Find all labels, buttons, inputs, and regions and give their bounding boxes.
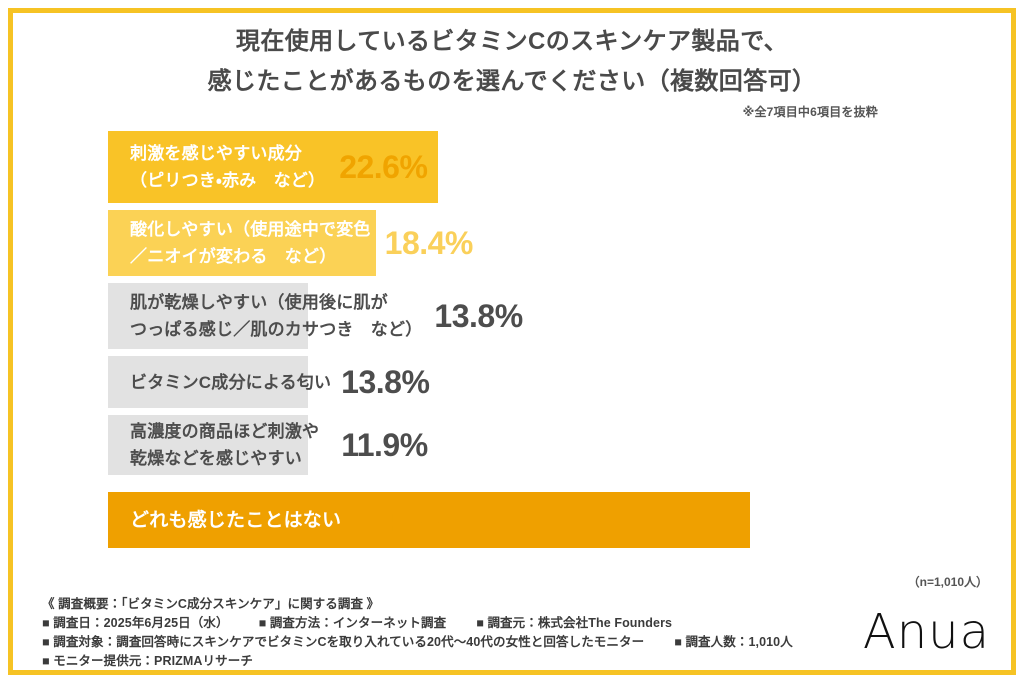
bar-fill	[108, 210, 376, 276]
frame-border-top	[8, 8, 1016, 13]
bar-fill	[108, 131, 438, 203]
frame-border-left	[8, 8, 13, 675]
bar-fill	[108, 492, 750, 548]
bar-fill	[108, 283, 308, 349]
anua-logo: Anua	[862, 604, 990, 660]
title-line-1: 現在使用しているビタミンCのスキンケア製品で、	[235, 28, 789, 55]
bar-value: 44.0%	[363, 500, 458, 539]
sample-size-label: （n=1,010人）	[907, 575, 988, 589]
page-title: 現在使用しているビタミンCのスキンケア製品で、 感じたことがあるものを選んでくだ…	[0, 22, 1024, 102]
bar-label: 肌が乾燥しやすい（使用後に肌が つっぱる感じ／肌のカサつき など）	[130, 293, 423, 339]
survey-date: ■ 調査日：2025年6月25日（水）	[42, 616, 229, 630]
table-row: ビタミンC成分による匂い 13.8%	[108, 356, 908, 408]
survey-overview: 《 調査概要：「ビタミンC成分スキンケア」に関する調査 》 ■ 調査日：2025…	[42, 595, 822, 671]
survey-overview-title: 《 調査概要：「ビタミンC成分スキンケア」に関する調査 》	[42, 597, 380, 611]
bar-value: 22.6%	[339, 148, 428, 185]
bar-value: 11.9%	[341, 426, 428, 463]
bar-fill	[108, 415, 308, 475]
bar-chart: 刺激を感じやすい成分 （ピリつき・赤み など） 22.6% 酸化しやすい（使用途…	[108, 131, 908, 555]
survey-respondents: ■ 調査人数：1,010人	[674, 635, 793, 649]
table-row: どれも感じたことはない 44.0%	[108, 492, 908, 548]
survey-overview-line-3: ■ 調査対象：調査回答時にスキンケアでビタミンCを取り入れている20代〜40代の…	[42, 633, 822, 652]
bar-label: 酸化しやすい（使用途中で変色 ／ニオイが変わる など）	[130, 220, 371, 266]
bar-value: 18.4%	[384, 224, 474, 261]
frame-border-right	[1011, 8, 1016, 675]
table-row: 酸化しやすい（使用途中で変色 ／ニオイが変わる など） 18.4%	[108, 210, 908, 276]
survey-method: ■ 調査方法：インターネット調査	[258, 616, 447, 630]
survey-target: ■ 調査対象：調査回答時にスキンケアでビタミンCを取り入れている20代〜40代の…	[42, 635, 645, 649]
survey-overview-line-2: ■ 調査日：2025年6月25日（水） ■ 調査方法：インターネット調査 ■ 調査元…	[42, 614, 822, 633]
survey-monitor-provider: ■ モニター提供元：PRIZMAリサーチ	[42, 654, 253, 668]
bar-value: 13.8%	[434, 297, 523, 334]
table-row: 高濃度の商品ほど刺激や 乾燥などを感じやすい 11.9%	[108, 415, 908, 475]
bar-label: 刺激を感じやすい成分 （ピリつき・赤み など）	[130, 144, 326, 190]
table-row: 刺激を感じやすい成分 （ピリつき・赤み など） 22.6%	[108, 131, 908, 203]
survey-source: ■ 調査元：株式会社The Founders	[476, 616, 673, 630]
bar-label: どれも感じたことはない	[130, 509, 342, 531]
bar-label: 高濃度の商品ほど刺激や 乾燥などを感じやすい	[130, 422, 320, 468]
title-note: ※全7項目中6項目を抜粋	[742, 105, 878, 119]
bar-fill	[108, 356, 308, 408]
table-row: 肌が乾燥しやすい（使用後に肌が つっぱる感じ／肌のカサつき など） 13.8%	[108, 283, 908, 349]
title-line-2: 感じたことがあるものを選んでください（複数回答可）	[207, 68, 817, 95]
bar-label: ビタミンC成分による匂い	[130, 372, 332, 392]
bar-value: 13.8%	[341, 363, 430, 400]
